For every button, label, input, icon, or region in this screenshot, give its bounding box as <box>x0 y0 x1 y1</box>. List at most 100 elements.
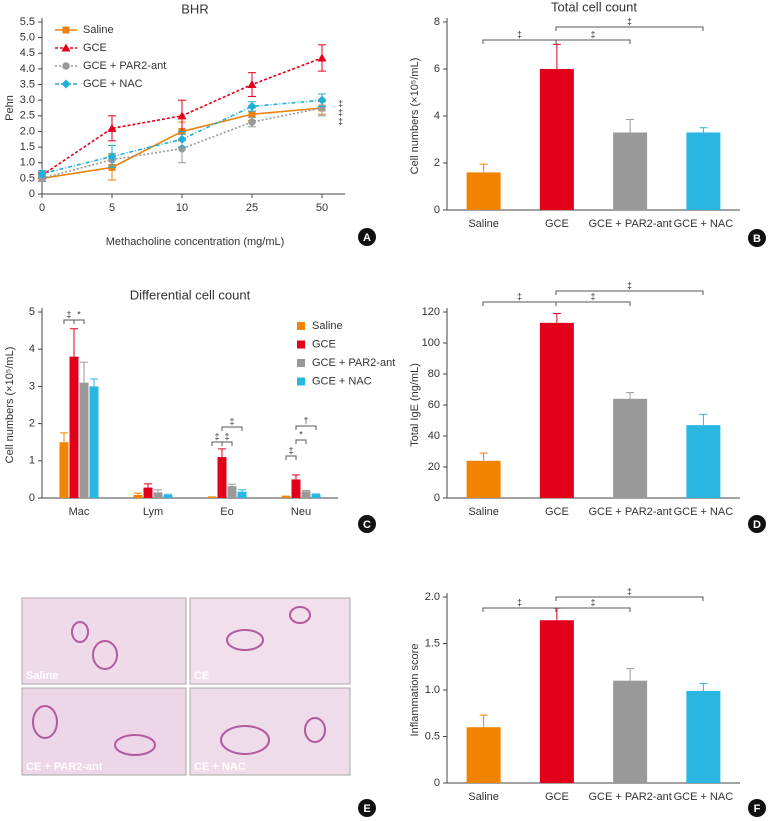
marker <box>317 95 327 105</box>
marker <box>107 123 117 132</box>
y-tick-label: 3 <box>29 380 35 392</box>
x-tick-label: Mac <box>69 506 90 518</box>
y-tick-label: 0 <box>434 204 440 216</box>
significance-bracket <box>295 425 317 430</box>
significance-label: ‡ <box>627 586 632 596</box>
image-label: CE + NAC <box>194 761 246 773</box>
x-tick-label: 10 <box>176 202 188 214</box>
panel-letter-badge <box>358 228 376 246</box>
y-tick-label: 100 <box>422 337 440 349</box>
x-tick-label: Eo <box>220 506 233 518</box>
significance-label: ‡ <box>627 280 632 290</box>
panel-letter: A <box>363 232 371 244</box>
y-tick-label: 2.5 <box>20 110 35 122</box>
y-tick-label: 1 <box>29 455 35 467</box>
y-axis-label: Total IgE (ng/mL) <box>409 363 421 447</box>
bar <box>79 382 89 498</box>
histology-decoration <box>21 597 351 776</box>
x-tick-label: Saline <box>468 218 499 230</box>
marker <box>107 151 117 161</box>
significance-bracket <box>295 439 307 444</box>
bar <box>613 132 648 210</box>
x-tick-label: Saline <box>468 791 499 803</box>
y-tick-label: 6 <box>434 63 440 75</box>
significance-label: ‡ <box>288 445 293 455</box>
significance-bracket <box>221 441 233 446</box>
x-tick-label: 0 <box>39 202 45 214</box>
annotation: ‡ <box>338 107 343 117</box>
y-tick-label: 0 <box>29 188 35 200</box>
bar <box>311 494 321 498</box>
significance-label: ‡ <box>627 16 632 26</box>
significance-label: ‡ <box>229 416 234 426</box>
significance-label: ‡ <box>66 309 71 319</box>
x-tick-label: Neu <box>291 506 311 518</box>
panel-letter: F <box>754 803 761 815</box>
marker <box>177 111 187 120</box>
series-line <box>41 107 323 180</box>
chart-title: BHR <box>181 1 208 16</box>
x-tick-label: GCE + PAR2-ant <box>589 506 672 518</box>
y-tick-label: 0 <box>434 777 440 789</box>
bar <box>281 496 291 498</box>
bar <box>466 460 501 498</box>
significance-label: * <box>299 429 303 439</box>
marker <box>177 134 187 144</box>
panel-letter: C <box>363 519 371 531</box>
bar <box>89 386 99 498</box>
y-tick-label: 80 <box>428 368 440 380</box>
x-tick-label: GCE + PAR2-ant <box>589 218 672 230</box>
marker <box>37 169 47 179</box>
significance-bracket <box>555 39 631 44</box>
y-tick-label: 4.5 <box>20 47 35 59</box>
bar <box>163 495 173 498</box>
bar <box>613 680 648 783</box>
y-tick-label: 0 <box>29 492 35 504</box>
bar <box>539 322 574 498</box>
marker <box>248 110 256 118</box>
chart-title: Differential cell count <box>130 287 251 302</box>
y-tick-label: 2.0 <box>20 125 35 137</box>
legend-label: GCE <box>312 338 336 350</box>
y-tick-label: 5.5 <box>20 16 35 28</box>
significance-label: * <box>77 309 81 319</box>
significance-bracket <box>73 319 85 324</box>
significance-label: ‡ <box>214 431 219 441</box>
bar <box>69 356 79 498</box>
marker <box>62 26 70 34</box>
y-tick-label: 4 <box>434 110 440 122</box>
panel-letter: D <box>753 519 761 531</box>
panel-letter-badge <box>748 515 766 533</box>
bar <box>686 132 721 210</box>
legend-swatch <box>297 322 305 330</box>
y-axis-label: Inflammation score <box>409 644 421 737</box>
image-label: CE + PAR2-ant <box>26 761 103 773</box>
bar <box>153 492 163 498</box>
marker <box>317 53 327 62</box>
panel-letter: B <box>753 233 761 245</box>
x-tick-label: 25 <box>246 202 258 214</box>
legend-label: GCE + PAR2-ant <box>83 60 166 72</box>
panel-letter-badge <box>748 799 766 817</box>
panel-letter-badge <box>358 515 376 533</box>
significance-bracket <box>555 596 704 601</box>
bar <box>466 172 501 210</box>
significance-bracket <box>63 319 75 324</box>
legend-label: GCE + NAC <box>312 375 372 387</box>
legend-label: Saline <box>312 320 343 332</box>
y-axis-label: Cell numbers (×10⁵/mL) <box>4 347 16 464</box>
legend-label: GCE + NAC <box>83 78 143 90</box>
x-axis-label: Methacholine concentration (mg/mL) <box>106 236 285 248</box>
y-tick-label: 0 <box>434 492 440 504</box>
bar <box>686 425 721 498</box>
panel-letter: E <box>363 803 370 815</box>
y-tick-label: 60 <box>428 399 440 411</box>
y-tick-label: 4 <box>29 343 35 355</box>
x-tick-label: GCE <box>545 218 569 230</box>
bar <box>207 497 217 498</box>
significance-label: ‡ <box>224 431 229 441</box>
marker <box>247 101 257 111</box>
significance-bracket <box>555 301 631 306</box>
legend-swatch <box>297 377 305 386</box>
